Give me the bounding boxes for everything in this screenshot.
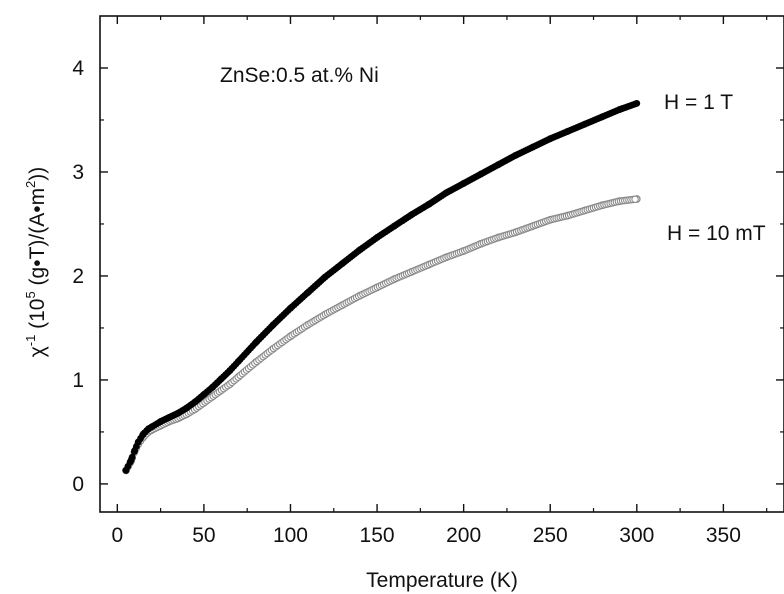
x-tick-label: 350 (706, 524, 741, 547)
x-tick-label: 50 (192, 524, 215, 547)
x-tick-label: 200 (446, 524, 481, 547)
y-axis-ticks: 0 1 2 3 4 (72, 57, 784, 496)
y-tick-label: 3 (72, 161, 84, 184)
y-tick-label: 4 (72, 57, 84, 80)
x-tick-label: 150 (360, 524, 395, 547)
series-layer (122, 99, 641, 475)
x-axis-ticks: 0 50 100 150 200 250 300 350 (111, 16, 768, 547)
series-h-1t (122, 99, 641, 474)
series-label-1t: H = 1 T (664, 91, 733, 114)
y-label-close: )) (26, 167, 49, 181)
x-tick-label: 250 (533, 524, 568, 547)
y-label-chi-sup: -1 (23, 335, 38, 347)
series-label-10mt: H = 10 mT (667, 222, 766, 245)
y-tick-label: 0 (72, 473, 84, 496)
y-tick-label: 1 (72, 369, 84, 392)
x-axis-label: Temperature (K) (366, 569, 518, 592)
x-tick-label: 300 (619, 524, 654, 547)
trace-point (128, 453, 136, 461)
plot-frame (99, 15, 784, 513)
x-tick-label: 100 (273, 524, 308, 547)
sample-annotation: ZnSe:0.5 at.% Ni (220, 64, 379, 87)
x-tick-label: 0 (111, 524, 123, 547)
trace-point (631, 100, 639, 108)
series-h-10mt (122, 195, 641, 475)
y-label-mid: (g•T)/(A•m (26, 188, 49, 291)
y-label-exp2: 2 (23, 181, 38, 188)
y-label-chi: χ (26, 346, 49, 357)
trace-point (631, 195, 639, 203)
y-label-open: (10 (26, 299, 49, 335)
trace-point (130, 448, 138, 455)
y-tick-label: 2 (72, 265, 84, 288)
y-axis-label: χ-1 (105 (g•T)/(A•m2)) (23, 167, 49, 358)
y-label-exp: 5 (23, 291, 38, 298)
